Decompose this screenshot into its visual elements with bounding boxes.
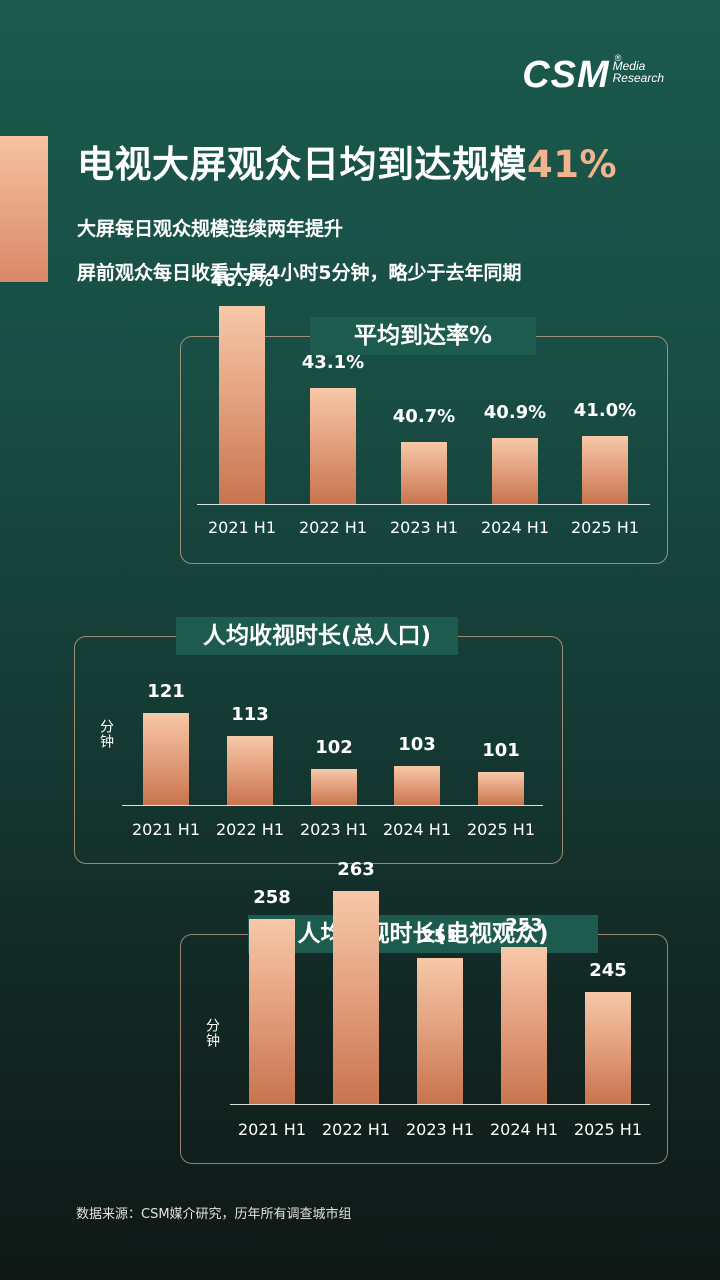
reach-value-label: 43.1%: [301, 351, 365, 373]
viewing-time-viewers-bar: [333, 890, 379, 1104]
viewing-time-viewers-bar: [585, 991, 631, 1104]
viewing-time-viewers-baseline: [230, 1104, 650, 1105]
subtitle-2: 屏前观众每日收看大屏4小时5分钟，略少于去年同期: [77, 262, 522, 284]
data-source: 数据来源：CSM媒介研究，历年所有调查城市组: [76, 1207, 352, 1222]
reach-category-label: 2024 H1: [480, 518, 549, 537]
reach-value-label: 41.0%: [573, 399, 637, 421]
reach-chart-title: 平均到达率%: [310, 317, 536, 355]
viewing-time-population-category-label: 2023 H1: [299, 820, 368, 839]
reach-bar: [582, 435, 628, 504]
headline-highlight: 41%: [527, 143, 618, 186]
viewing-time-viewers-category-label: 2024 H1: [489, 1120, 558, 1139]
reach-value-label: 40.7%: [392, 406, 456, 428]
reach-category-label: 2022 H1: [298, 518, 367, 537]
viewing-time-viewers-category-label: 2023 H1: [405, 1120, 474, 1139]
viewing-time-viewers-category-label: 2022 H1: [321, 1120, 390, 1139]
reach-baseline: [197, 504, 650, 505]
viewing-time-population-value-label: 103: [398, 734, 436, 756]
viewing-time-population-value-label: 102: [315, 737, 353, 759]
viewing-time-population-category-label: 2021 H1: [131, 820, 200, 839]
registered-mark: ®: [614, 53, 622, 63]
headline-text: 电视大屏观众日均到达规模: [77, 143, 527, 186]
viewing-time-population-category-label: 2025 H1: [466, 820, 535, 839]
viewing-time-viewers-value-label: 258: [253, 886, 291, 908]
viewing-time-population-title: 人均收视时长(总人口): [176, 617, 458, 655]
viewing-time-population-category-label: 2022 H1: [215, 820, 284, 839]
reach-category-label: 2025 H1: [570, 518, 639, 537]
viewing-time-population-unit: 分钟: [98, 719, 114, 749]
viewing-time-viewers-unit: 分钟: [204, 1018, 220, 1048]
reach-value-label: 40.9%: [483, 401, 547, 423]
reach-bar: [401, 442, 447, 504]
subtitle-1: 大屏每日观众规模连续两年提升: [77, 218, 344, 240]
viewing-time-population-bar: [311, 769, 357, 805]
viewing-time-population-bar: [394, 766, 440, 805]
reach-category-label: 2023 H1: [389, 518, 458, 537]
viewing-time-viewers-category-label: 2021 H1: [237, 1120, 306, 1139]
viewing-time-viewers-category-label: 2025 H1: [573, 1120, 642, 1139]
reach-category-label: 2021 H1: [207, 518, 276, 537]
reach-bar: [492, 437, 538, 504]
reach-value-label: 46.7%: [210, 269, 274, 291]
accent-bar: [0, 136, 48, 282]
viewing-time-population-value-label: 101: [482, 740, 520, 762]
viewing-time-viewers-bar: [249, 918, 295, 1104]
headline: 电视大屏观众日均到达规模41%: [77, 134, 617, 188]
reach-bar: [219, 305, 265, 504]
logo-text: CSM: [522, 54, 610, 96]
viewing-time-viewers-bar: [501, 946, 547, 1104]
viewing-time-population-bar: [143, 712, 189, 805]
viewing-time-viewers-value-label: 251: [421, 926, 459, 948]
viewing-time-viewers-value-label: 253: [505, 914, 543, 936]
logo-line-research: Research: [612, 71, 664, 85]
logo-subtext: ® Media Research: [612, 53, 664, 85]
reach-bar: [310, 387, 356, 504]
logo-line-media: Media: [612, 59, 646, 73]
viewing-time-viewers-bar: [417, 958, 463, 1104]
viewing-time-population-bar: [478, 772, 524, 805]
viewing-time-viewers-value-label: 263: [337, 858, 375, 880]
viewing-time-population-value-label: 121: [147, 680, 185, 702]
viewing-time-population-category-label: 2024 H1: [382, 820, 451, 839]
csm-logo: CSM ® Media Research: [522, 53, 664, 96]
viewing-time-viewers-value-label: 245: [589, 959, 627, 981]
viewing-time-population-bar: [227, 736, 273, 805]
viewing-time-population-baseline: [122, 805, 543, 806]
viewing-time-population-value-label: 113: [231, 704, 269, 726]
